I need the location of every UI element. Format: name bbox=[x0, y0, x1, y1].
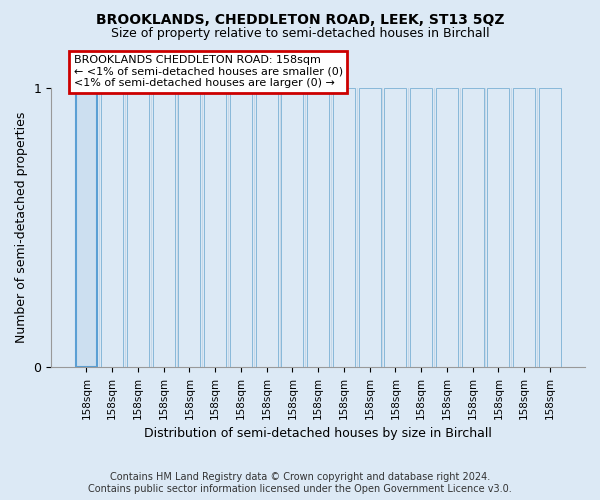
Text: BROOKLANDS CHEDDLETON ROAD: 158sqm
← <1% of semi-detached houses are smaller (0): BROOKLANDS CHEDDLETON ROAD: 158sqm ← <1%… bbox=[74, 55, 343, 88]
Bar bbox=[461, 88, 484, 367]
Bar bbox=[333, 88, 355, 367]
Bar bbox=[101, 88, 123, 367]
Text: BROOKLANDS, CHEDDLETON ROAD, LEEK, ST13 5QZ: BROOKLANDS, CHEDDLETON ROAD, LEEK, ST13 … bbox=[96, 12, 504, 26]
Bar bbox=[153, 88, 175, 367]
Bar bbox=[410, 88, 432, 367]
Bar bbox=[178, 88, 200, 367]
Bar bbox=[127, 88, 149, 367]
Bar bbox=[539, 88, 561, 367]
Bar bbox=[436, 88, 458, 367]
Bar bbox=[513, 88, 535, 367]
Bar bbox=[256, 88, 278, 367]
Bar bbox=[281, 88, 304, 367]
Text: Size of property relative to semi-detached houses in Birchall: Size of property relative to semi-detach… bbox=[110, 28, 490, 40]
X-axis label: Distribution of semi-detached houses by size in Birchall: Distribution of semi-detached houses by … bbox=[144, 427, 492, 440]
Text: Contains HM Land Registry data © Crown copyright and database right 2024.
Contai: Contains HM Land Registry data © Crown c… bbox=[88, 472, 512, 494]
Bar bbox=[76, 88, 97, 367]
Bar bbox=[230, 88, 252, 367]
Bar bbox=[307, 88, 329, 367]
Bar bbox=[359, 88, 380, 367]
Bar bbox=[204, 88, 226, 367]
Bar bbox=[385, 88, 406, 367]
Y-axis label: Number of semi-detached properties: Number of semi-detached properties bbox=[15, 112, 28, 343]
Bar bbox=[487, 88, 509, 367]
